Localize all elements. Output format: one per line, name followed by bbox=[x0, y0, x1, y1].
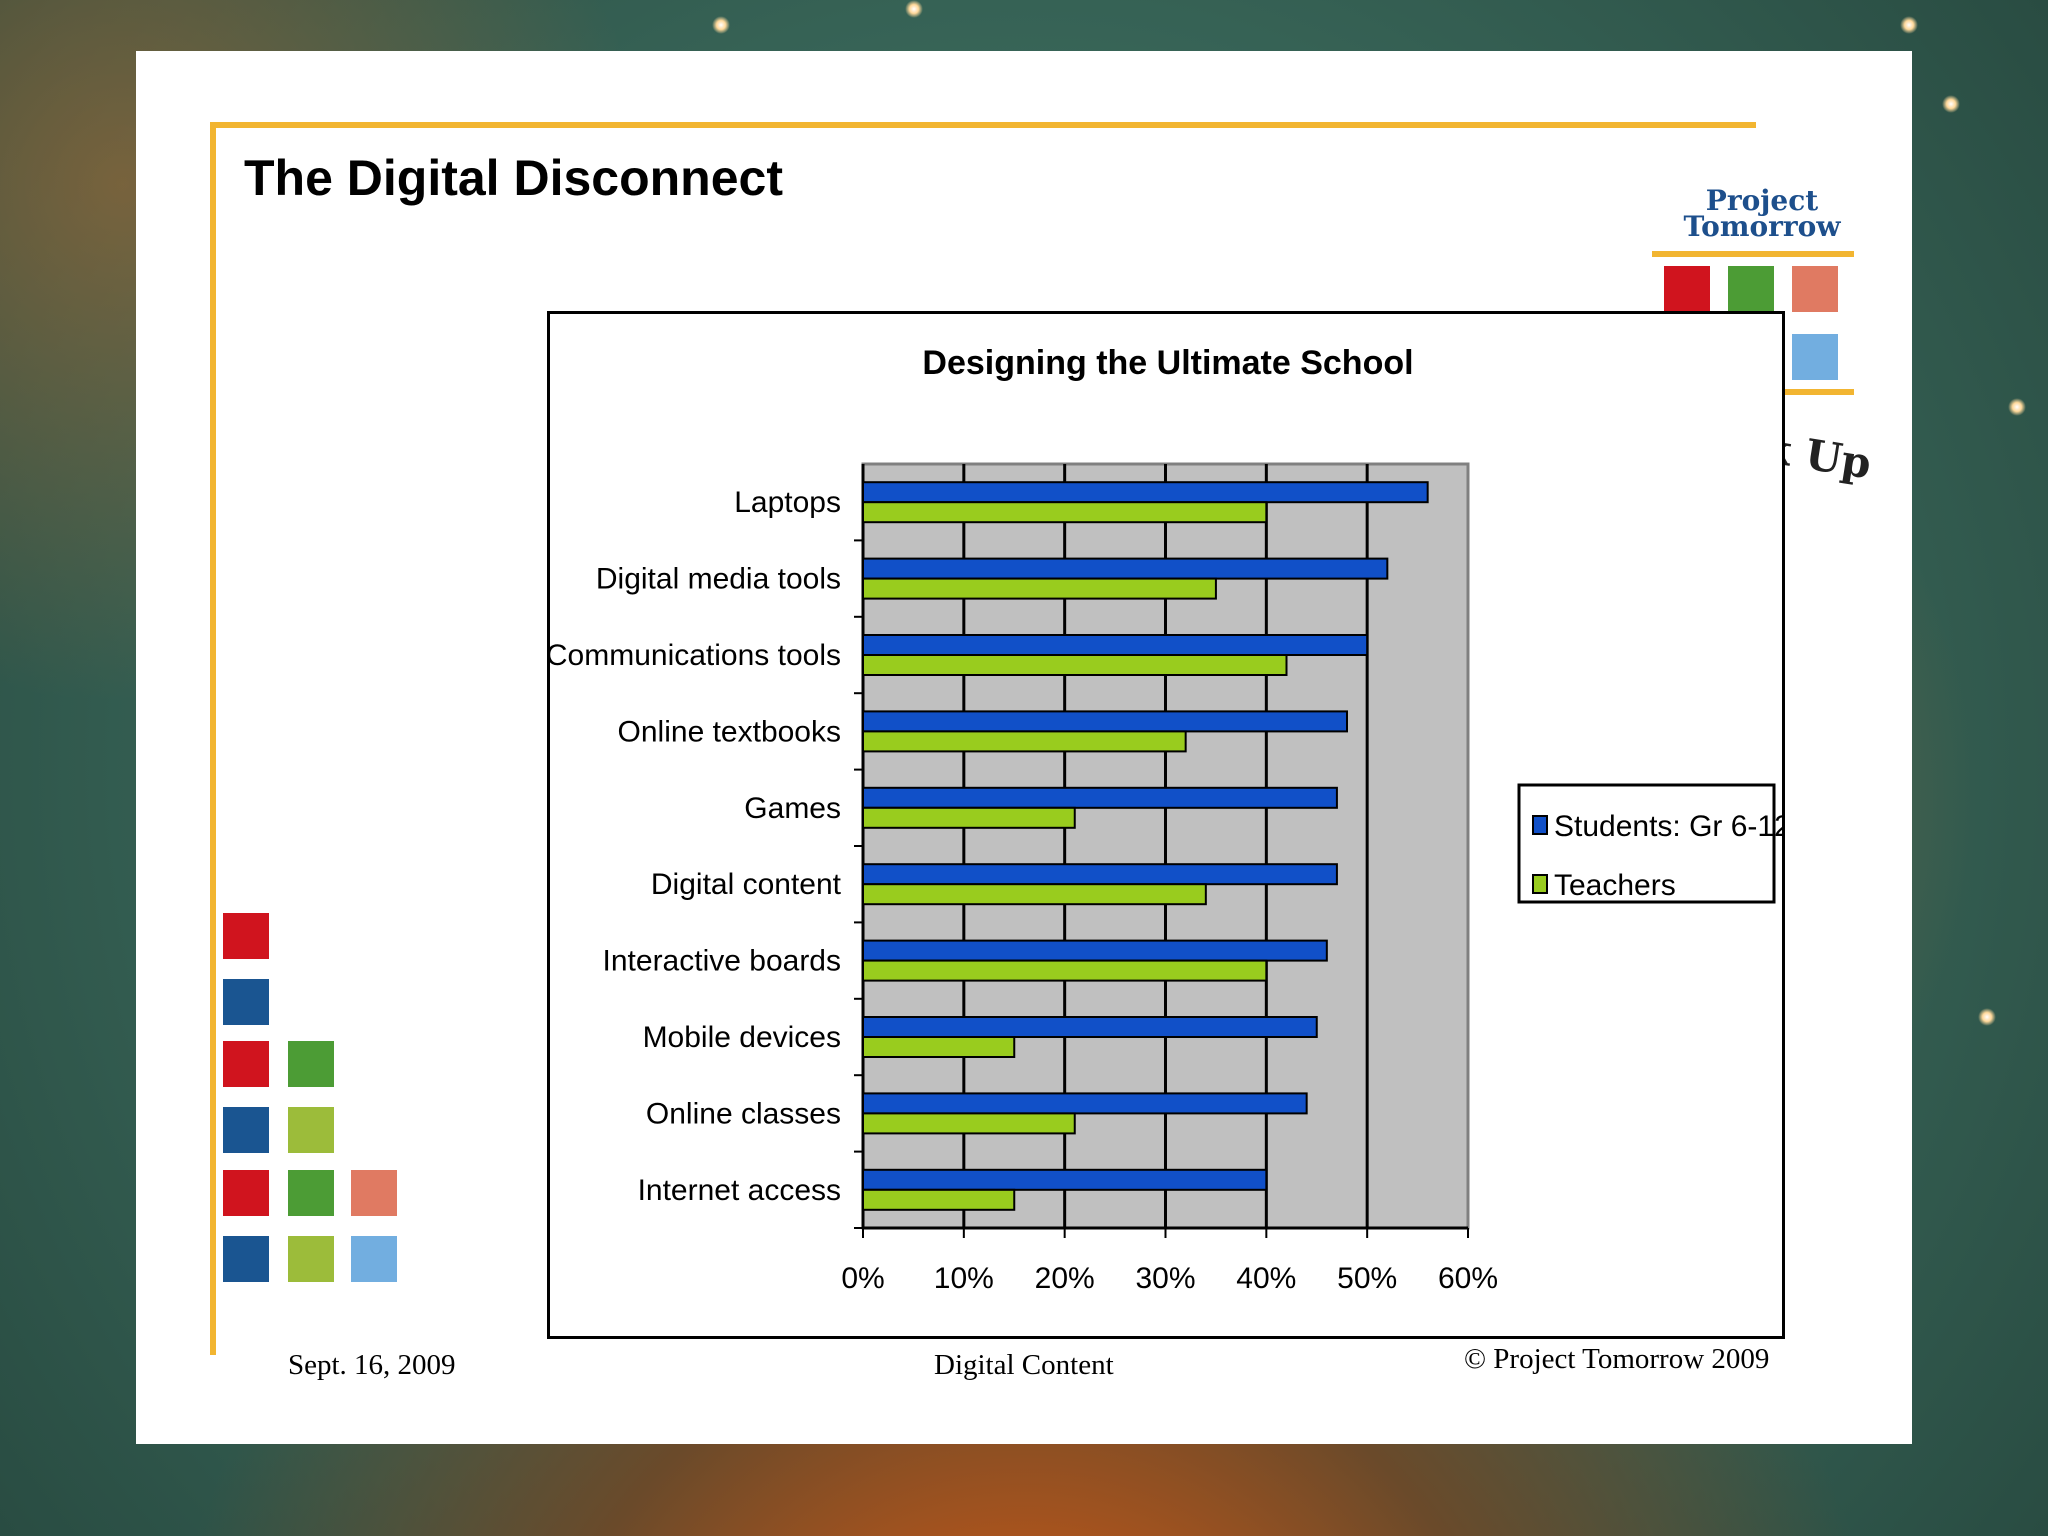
bar-students bbox=[862, 863, 1338, 886]
legend-label: Students: Gr 6-12 bbox=[1554, 810, 1782, 843]
y-category-label: Mobile devices bbox=[643, 1021, 841, 1054]
y-category-label: Online classes bbox=[646, 1097, 841, 1130]
background-light bbox=[1978, 1008, 1996, 1026]
logo-text-tomorrow: Tomorrow bbox=[1683, 210, 1841, 243]
y-category-label: Internet access bbox=[638, 1174, 841, 1207]
chart-legend: Students: Gr 6-12 Teachers bbox=[1517, 783, 1782, 904]
bar-teachers bbox=[862, 959, 1268, 982]
x-tick-label: 10% bbox=[934, 1262, 994, 1295]
decor-square bbox=[288, 1107, 334, 1153]
bar-teachers bbox=[862, 1036, 1016, 1058]
background-light bbox=[1900, 16, 1918, 34]
x-tick-label: 40% bbox=[1236, 1262, 1296, 1295]
y-category-label: Digital content bbox=[651, 868, 842, 901]
y-category-label: Online textbooks bbox=[618, 715, 841, 748]
bar-teachers bbox=[862, 883, 1207, 906]
bar-students bbox=[862, 1092, 1308, 1115]
y-category-label: Communications tools bbox=[550, 639, 841, 672]
x-tick-label: 0% bbox=[841, 1262, 884, 1295]
bar-teachers bbox=[862, 654, 1288, 676]
background-light bbox=[712, 16, 730, 34]
bar-students bbox=[862, 481, 1429, 504]
legend-swatch bbox=[1532, 874, 1548, 894]
decor-square bbox=[223, 979, 269, 1025]
decor-square bbox=[223, 1107, 269, 1153]
y-category-label: Interactive boards bbox=[603, 945, 841, 978]
decor-square bbox=[288, 1041, 334, 1087]
logo-square bbox=[1792, 334, 1838, 380]
background-light bbox=[905, 0, 923, 18]
bar-teachers bbox=[862, 577, 1217, 600]
legend-swatch bbox=[1532, 815, 1548, 835]
slide-top-rule bbox=[210, 122, 1756, 128]
bar-students bbox=[862, 710, 1348, 733]
decor-square bbox=[223, 1236, 269, 1282]
y-category-label: Digital media tools bbox=[596, 563, 841, 596]
decor-square bbox=[223, 1041, 269, 1087]
logo-square bbox=[1792, 266, 1838, 312]
background-light bbox=[2008, 398, 2026, 416]
x-tick-label: 60% bbox=[1438, 1262, 1498, 1295]
bar-students bbox=[862, 557, 1389, 580]
legend-box bbox=[1517, 783, 1776, 904]
logo-rule bbox=[1652, 251, 1854, 257]
y-category-label: Games bbox=[744, 792, 841, 825]
footer-section-title: Digital Content bbox=[934, 1349, 1114, 1381]
chart-title: Designing the Ultimate School bbox=[922, 344, 1413, 382]
decor-square bbox=[351, 1170, 397, 1216]
bar-teachers bbox=[862, 806, 1076, 829]
bar-students bbox=[862, 939, 1328, 962]
bar-teachers bbox=[862, 1188, 1016, 1211]
x-tick-label: 50% bbox=[1337, 1262, 1397, 1295]
x-tick-label: 30% bbox=[1135, 1262, 1195, 1295]
bar-teachers bbox=[862, 1112, 1076, 1135]
x-tick-label: 20% bbox=[1035, 1262, 1095, 1295]
logo-square bbox=[1728, 266, 1774, 312]
bar-chart: Designing the Ultimate School 0% 10% 20% 30… bbox=[550, 344, 1782, 1295]
decor-square bbox=[223, 913, 269, 959]
bar-students bbox=[862, 634, 1369, 656]
bar-students bbox=[862, 1016, 1318, 1038]
slide-title: The Digital Disconnect bbox=[244, 150, 783, 206]
chart-frame: Designing the Ultimate School 0% 10% 20% 30… bbox=[547, 311, 1785, 1339]
legend-label: Teachers bbox=[1554, 869, 1676, 902]
bar-teachers bbox=[862, 501, 1268, 524]
y-category-label: Laptops bbox=[734, 486, 841, 519]
logo-square bbox=[1664, 266, 1710, 312]
logo-text-project: Project bbox=[1705, 184, 1819, 217]
bar-students bbox=[862, 1168, 1268, 1191]
background-light bbox=[1942, 95, 1960, 113]
footer-date: Sept. 16, 2009 bbox=[288, 1349, 456, 1381]
footer-copyright: © Project Tomorrow 2009 bbox=[1464, 1343, 1770, 1375]
bar-teachers bbox=[862, 730, 1187, 753]
decor-square bbox=[288, 1236, 334, 1282]
slide: The Digital Disconnect Project Tomorrow … bbox=[136, 51, 1912, 1444]
decor-square bbox=[223, 1170, 269, 1216]
slide-left-rule bbox=[210, 122, 216, 1355]
bar-students bbox=[862, 786, 1338, 809]
decor-square bbox=[288, 1170, 334, 1216]
decor-square bbox=[351, 1236, 397, 1282]
